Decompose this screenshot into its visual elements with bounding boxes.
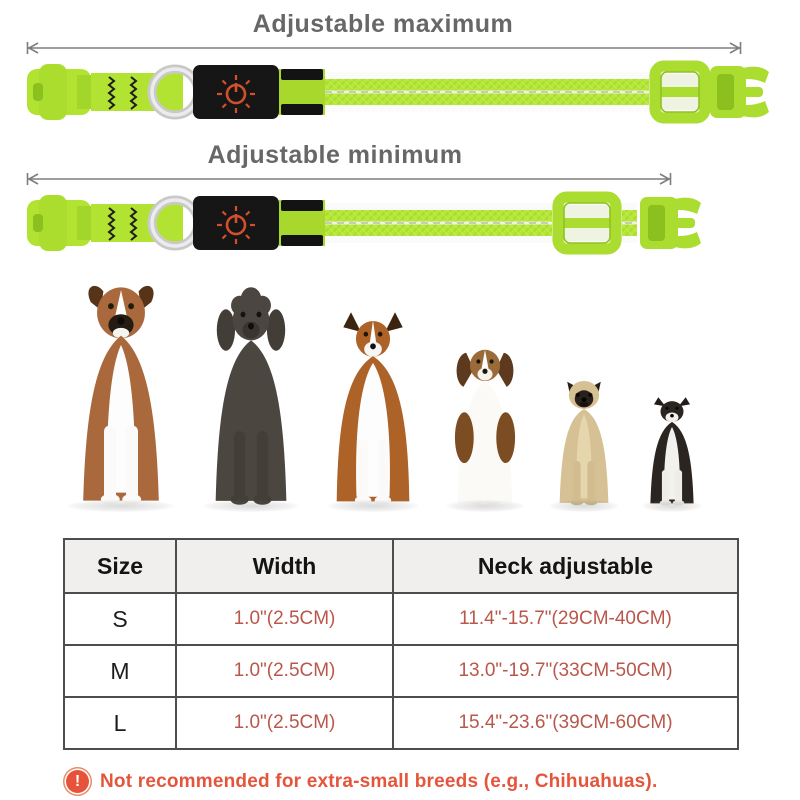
slider bbox=[649, 60, 715, 124]
collar-maximum-image bbox=[27, 60, 769, 124]
dog-pug bbox=[542, 374, 626, 512]
table-row-l: L 1.0"(2.5CM) 15.4"-23.6"(39CM-60CM) bbox=[63, 696, 739, 750]
size-cell-l: L bbox=[63, 696, 177, 750]
collar-minimum-image bbox=[27, 191, 701, 255]
max-range-arrow bbox=[26, 42, 742, 54]
width-cell-s: 1.0"(2.5CM) bbox=[175, 592, 394, 646]
table-row-s: S 1.0"(2.5CM) 11.4"-15.7"(29CM-40CM) bbox=[63, 592, 739, 646]
width-cell-l: 1.0"(2.5CM) bbox=[175, 696, 394, 750]
neck-cell-s: 11.4"-15.7"(29CM-40CM) bbox=[392, 592, 739, 646]
dog-sheltie bbox=[318, 310, 428, 512]
slider bbox=[552, 191, 622, 255]
min-range-arrow bbox=[26, 173, 672, 185]
adjustable-minimum-title: Adjustable minimum bbox=[207, 141, 463, 169]
neck-cell-m: 13.0"-19.7"(33CM-50CM) bbox=[392, 644, 739, 698]
neck-cell-l: 15.4"-23.6"(39CM-60CM) bbox=[392, 696, 739, 750]
dog-beagle bbox=[438, 340, 532, 512]
size-cell-m: M bbox=[63, 644, 177, 698]
size-table-header-neck: Neck adjustable bbox=[392, 538, 739, 594]
dog-boxer bbox=[58, 278, 184, 512]
male-buckle bbox=[710, 66, 769, 118]
width-cell-m: 1.0"(2.5CM) bbox=[175, 644, 394, 698]
webbing bbox=[325, 72, 655, 112]
led-box bbox=[193, 196, 279, 250]
warning-note: ! Not recommended for extra-small breeds… bbox=[66, 770, 800, 793]
led-box bbox=[193, 65, 279, 119]
size-table: Size Width Neck adjustable S 1.0"(2.5CM)… bbox=[63, 538, 739, 750]
table-row-m: M 1.0"(2.5CM) 13.0"-19.7"(33CM-50CM) bbox=[63, 644, 739, 698]
dog-biewer-terrier bbox=[636, 396, 708, 512]
size-table-header-width: Width bbox=[175, 538, 394, 594]
warning-note-text: Not recommended for extra-small breeds (… bbox=[100, 770, 658, 792]
size-table-header-row: Size Width Neck adjustable bbox=[63, 538, 739, 594]
dog-size-lineup bbox=[58, 264, 800, 512]
exclamation-circle-icon: ! bbox=[66, 770, 89, 793]
size-cell-s: S bbox=[63, 592, 177, 646]
adjustable-maximum-title: Adjustable maximum bbox=[252, 10, 514, 38]
size-table-header-size: Size bbox=[63, 538, 177, 594]
male-buckle bbox=[640, 197, 701, 249]
dog-poodle bbox=[194, 286, 308, 512]
